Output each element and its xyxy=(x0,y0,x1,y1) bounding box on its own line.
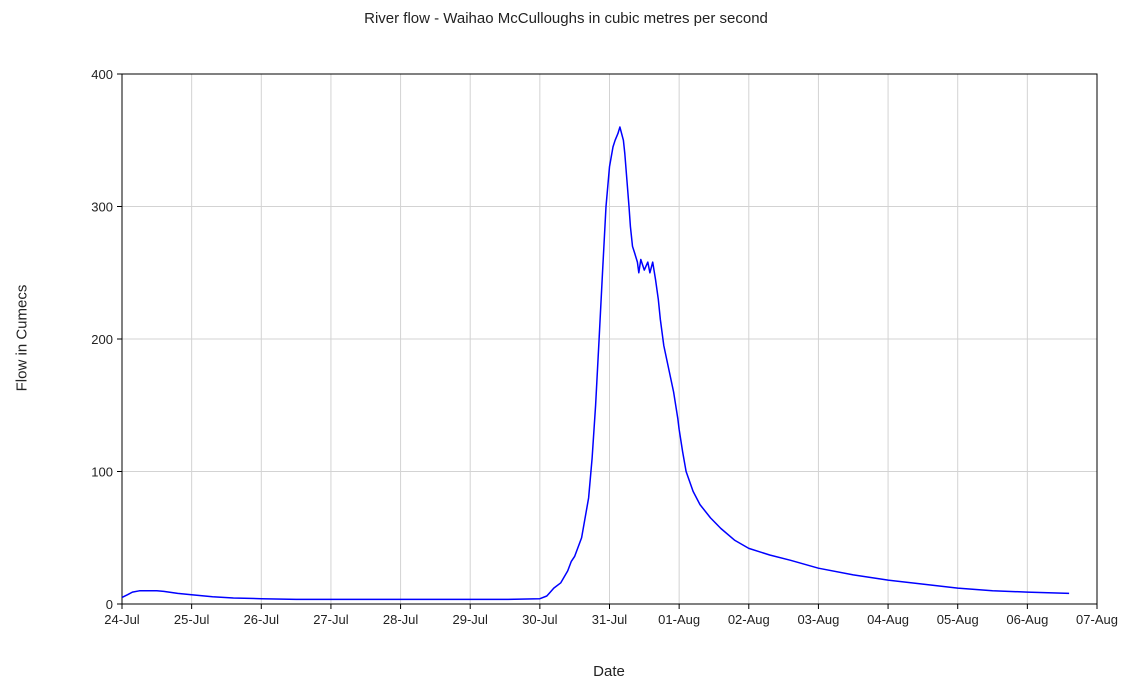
gridlines xyxy=(122,74,1097,604)
x-tick-label: 06-Aug xyxy=(1006,612,1048,627)
y-axis-ticks: 0 100 200 300 400 xyxy=(91,67,122,612)
y-tick-label: 400 xyxy=(91,67,113,82)
x-tick-label: 25-Jul xyxy=(174,612,210,627)
y-tick-label: 200 xyxy=(91,332,113,347)
flow-series-line xyxy=(121,126,1070,601)
x-tick-label: 07-Aug xyxy=(1076,612,1118,627)
x-tick-label: 26-Jul xyxy=(244,612,280,627)
x-tick-label: 05-Aug xyxy=(937,612,979,627)
x-tick-label: 04-Aug xyxy=(867,612,909,627)
x-tick-label: 24-Jul xyxy=(104,612,140,627)
x-tick-label: 02-Aug xyxy=(728,612,770,627)
y-tick-label: 100 xyxy=(91,465,113,480)
x-axis-ticks: 24-Jul 25-Jul 26-Jul 27-Jul 28-Jul 29-Jul 30-J… xyxy=(104,604,1118,627)
y-tick-label: 0 xyxy=(106,597,113,612)
x-tick-label: 03-Aug xyxy=(797,612,839,627)
x-tick-label: 01-Aug xyxy=(658,612,700,627)
x-tick-label: 28-Jul xyxy=(383,612,419,627)
x-tick-label: 29-Jul xyxy=(453,612,489,627)
x-tick-label: 30-Jul xyxy=(522,612,558,627)
x-tick-label: 27-Jul xyxy=(313,612,349,627)
x-tick-label: 31-Jul xyxy=(592,612,628,627)
y-tick-label: 300 xyxy=(91,200,113,215)
chart-title: River flow - Waihao McCulloughs in cubic… xyxy=(364,10,768,27)
x-axis-label: Date xyxy=(593,663,625,680)
